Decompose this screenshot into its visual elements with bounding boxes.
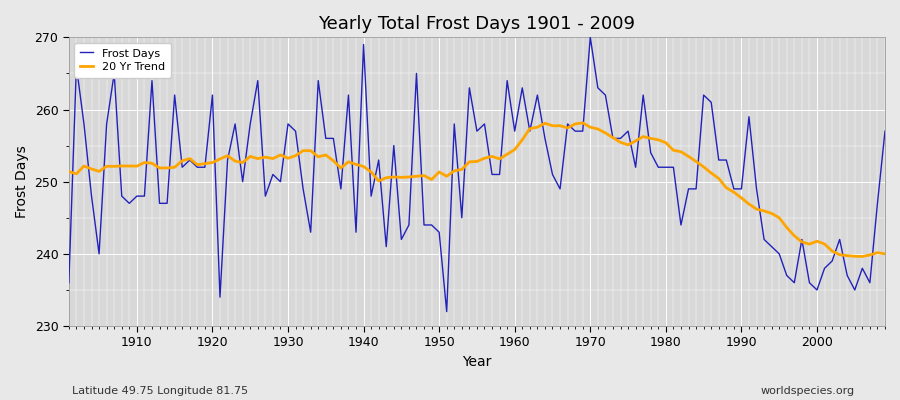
X-axis label: Year: Year <box>463 355 491 369</box>
Frost Days <box>509 129 520 134</box>
Y-axis label: Frost Days: Frost Days <box>15 145 29 218</box>
Title: Yearly Total Frost Days 1901 - 2009: Yearly Total Frost Days 1901 - 2009 <box>319 15 635 33</box>
Line: Frost Days: Frost Days <box>68 37 885 312</box>
20 Yr Trend <box>336 166 346 170</box>
Line: 20 Yr Trend: 20 Yr Trend <box>68 123 885 256</box>
20 Yr Trend <box>608 135 618 140</box>
Legend: Frost Days, 20 Yr Trend: Frost Days, 20 Yr Trend <box>75 43 171 78</box>
Frost Days <box>124 201 135 206</box>
Text: Latitude 49.75 Longitude 81.75: Latitude 49.75 Longitude 81.75 <box>72 386 248 396</box>
20 Yr Trend <box>290 153 301 158</box>
Frost Days <box>336 186 346 191</box>
Text: worldspecies.org: worldspecies.org <box>760 386 855 396</box>
20 Yr Trend <box>577 120 588 125</box>
Frost Days <box>290 129 301 134</box>
Frost Days <box>879 129 890 134</box>
20 Yr Trend <box>509 147 520 152</box>
20 Yr Trend <box>63 169 74 174</box>
Frost Days <box>63 280 74 285</box>
Frost Days <box>441 309 452 314</box>
Frost Days <box>517 86 527 90</box>
20 Yr Trend <box>124 164 135 168</box>
Frost Days <box>585 35 596 40</box>
20 Yr Trend <box>857 254 868 259</box>
20 Yr Trend <box>879 252 890 256</box>
Frost Days <box>615 136 626 141</box>
20 Yr Trend <box>502 152 513 157</box>
